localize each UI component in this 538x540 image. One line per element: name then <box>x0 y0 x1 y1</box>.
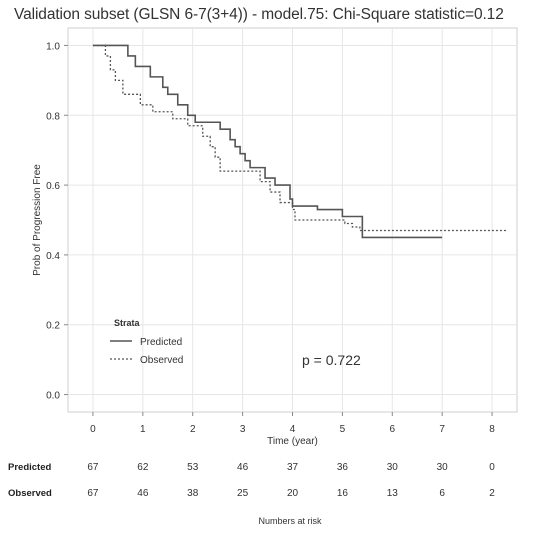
x-tick-label: 2 <box>190 424 196 435</box>
series-line-predicted <box>92 44 443 239</box>
legend-label: Observed <box>140 355 183 366</box>
risk-value: 46 <box>137 488 149 499</box>
y-tick-label: 0.0 <box>46 391 60 402</box>
legend-title: Strata <box>114 318 141 328</box>
chart-title: Validation subset (GLSN 6-7(3+4)) - mode… <box>14 6 504 23</box>
x-tick-label: 1 <box>140 424 146 435</box>
risk-value: 67 <box>87 462 99 473</box>
risk-table-caption: Numbers at risk <box>258 516 322 526</box>
y-tick-label: 0.6 <box>46 181 60 192</box>
risk-value: 38 <box>187 488 199 499</box>
x-tick-label: 4 <box>290 424 296 435</box>
risk-row-label: Predicted <box>8 462 51 473</box>
series-line-observed <box>92 44 508 232</box>
y-axis-label: Prob of Progression Free <box>32 164 43 276</box>
x-tick-label: 8 <box>489 424 495 435</box>
risk-value: 36 <box>337 462 349 473</box>
risk-value: 20 <box>287 488 299 499</box>
y-tick-label: 1.0 <box>46 41 60 52</box>
risk-value: 25 <box>237 488 249 499</box>
risk-value: 30 <box>387 462 399 473</box>
y-tick-label: 0.8 <box>46 111 60 122</box>
legend-label: Predicted <box>140 337 182 348</box>
x-tick-label: 5 <box>340 424 346 435</box>
risk-row-label: Observed <box>8 488 52 499</box>
y-tick-label: 0.4 <box>46 251 60 262</box>
x-tick-label: 3 <box>240 424 246 435</box>
risk-value: 67 <box>87 488 99 499</box>
x-axis-label: Time (year) <box>267 436 318 447</box>
x-tick-label: 0 <box>90 424 96 435</box>
risk-value: 62 <box>137 462 149 473</box>
risk-value: 6 <box>439 488 445 499</box>
risk-value: 2 <box>489 488 495 499</box>
x-tick-label: 7 <box>439 424 445 435</box>
x-tick-label: 6 <box>389 424 395 435</box>
y-tick-label: 0.2 <box>46 321 60 332</box>
risk-value: 53 <box>187 462 199 473</box>
risk-value: 0 <box>489 462 495 473</box>
risk-value: 13 <box>387 488 399 499</box>
risk-value: 16 <box>337 488 349 499</box>
risk-value: 30 <box>437 462 449 473</box>
risk-value: 37 <box>287 462 299 473</box>
risk-value: 46 <box>237 462 249 473</box>
p-value-annotation: p = 0.722 <box>302 352 361 368</box>
